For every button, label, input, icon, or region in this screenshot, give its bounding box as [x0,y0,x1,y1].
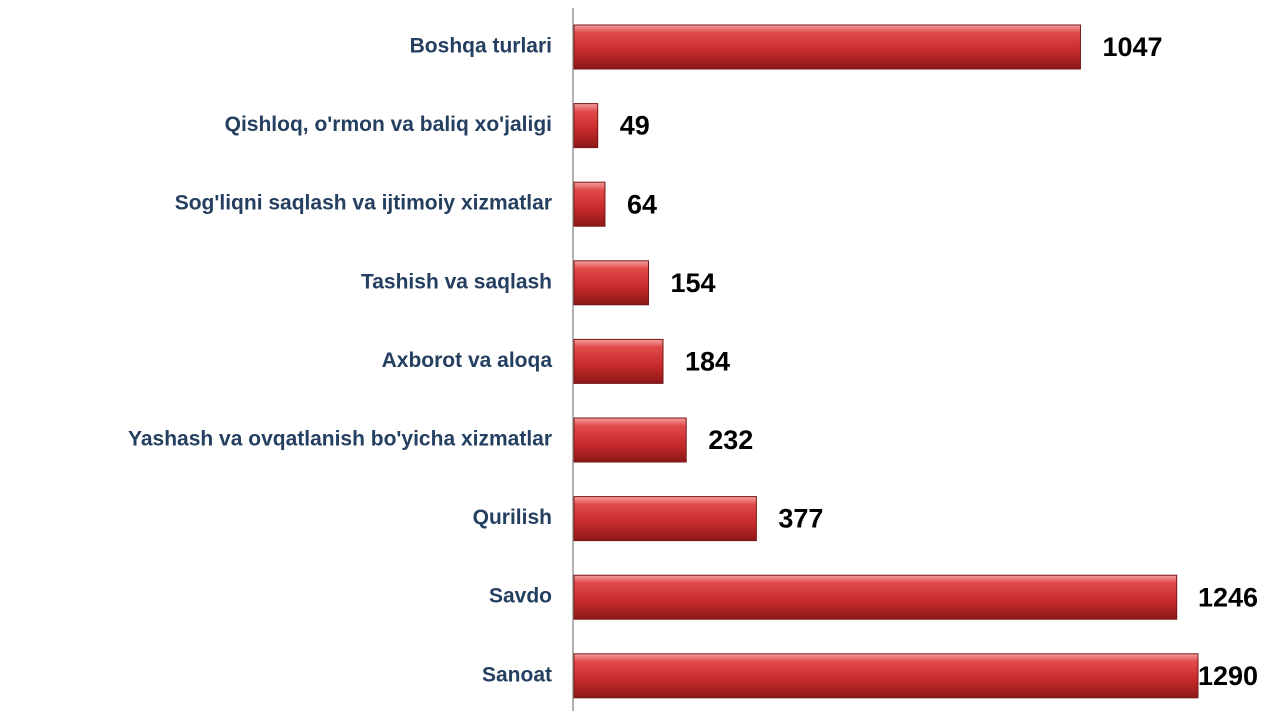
value-label: 64 [627,189,657,219]
category-label: Boshqa turlari [410,35,552,58]
value-label: 184 [685,347,730,377]
bar [573,496,757,542]
category-label: Sog'liqni saqlash va ijtimoiy xizmatlar [175,192,552,215]
bar [573,260,649,306]
category-label: Tashish va saqlash [361,270,552,293]
bar [573,24,1081,70]
category-label: Qurilish [473,506,552,529]
value-label: 232 [708,425,753,455]
value-label: 49 [620,111,650,141]
value-label: 1047 [1102,32,1162,62]
bar [573,574,1178,620]
value-label: 1290 [1198,661,1258,691]
bar [573,103,599,149]
category-label: Axborot va aloqa [382,349,553,372]
value-label: 154 [670,268,715,298]
category-label: Savdo [489,585,552,608]
value-label: 377 [778,504,823,534]
category-label: Qishloq, o'rmon va baliq xo'jaligi [225,113,552,136]
value-label: 1246 [1198,582,1258,612]
bar [573,653,1199,699]
bar [573,338,664,384]
category-label: Yashash va ovqatlanish bo'yicha xizmatla… [128,428,552,451]
category-label: Sanoat [482,663,552,686]
bar [573,181,606,227]
bar [573,417,687,463]
